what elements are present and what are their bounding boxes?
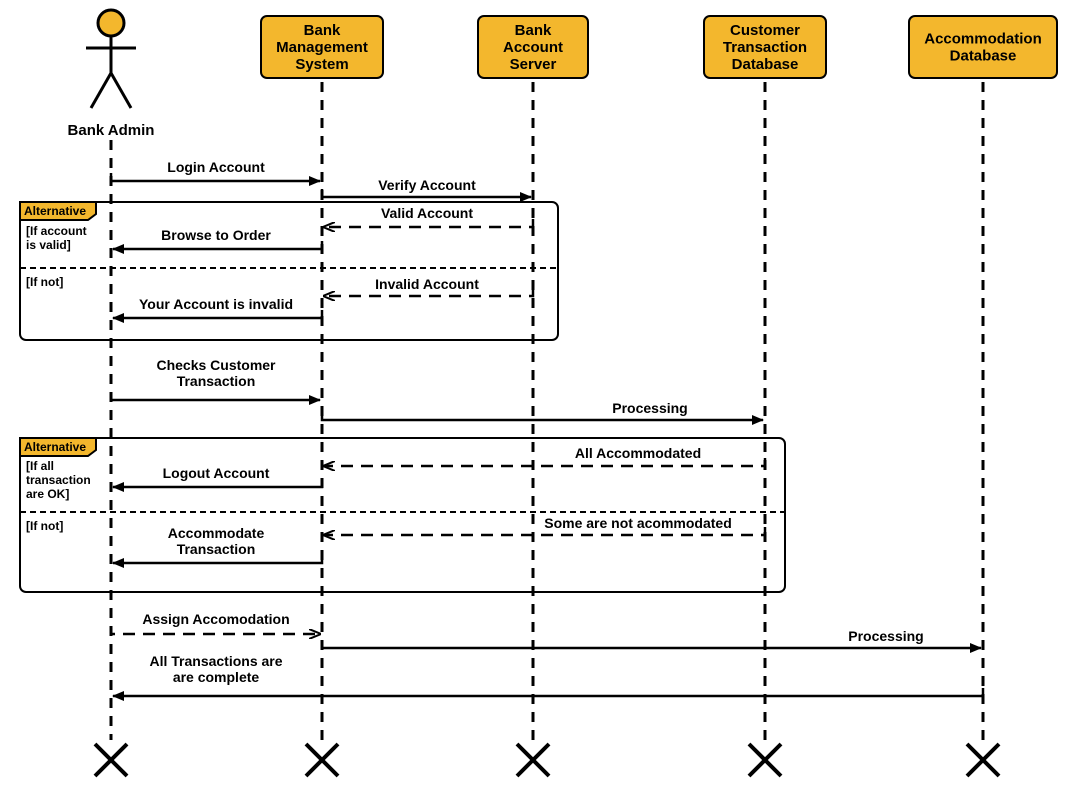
svg-text:Verify Account: Verify Account bbox=[378, 177, 476, 193]
svg-text:Bank: Bank bbox=[515, 22, 552, 39]
svg-text:Bank: Bank bbox=[304, 22, 341, 39]
destroy-mark bbox=[749, 744, 781, 776]
svg-text:Database: Database bbox=[950, 48, 1017, 65]
svg-text:Valid Account: Valid Account bbox=[381, 205, 473, 221]
message-9: Logout Account bbox=[113, 465, 322, 487]
message-0: Login Account bbox=[111, 159, 320, 181]
sequence-diagram: Bank AdminBankManagementSystemBankAccoun… bbox=[0, 0, 1074, 789]
svg-text:Transaction: Transaction bbox=[177, 373, 256, 389]
svg-text:are OK]: are OK] bbox=[26, 487, 69, 501]
message-13: Processing bbox=[322, 628, 981, 648]
svg-text:transaction: transaction bbox=[26, 473, 91, 487]
svg-text:All Accommodated: All Accommodated bbox=[575, 445, 701, 461]
destroy-mark bbox=[306, 744, 338, 776]
svg-text:Processing: Processing bbox=[848, 628, 923, 644]
svg-text:Browse to Order: Browse to Order bbox=[161, 227, 271, 243]
destroy-mark bbox=[967, 744, 999, 776]
message-3: Browse to Order bbox=[113, 227, 322, 249]
svg-text:Transaction: Transaction bbox=[177, 541, 256, 557]
svg-text:Accommodate: Accommodate bbox=[168, 525, 265, 541]
svg-text:is valid]: is valid] bbox=[26, 238, 71, 252]
participant-adb: AccommodationDatabase bbox=[909, 16, 1057, 78]
svg-text:Server: Server bbox=[510, 56, 557, 73]
svg-text:Customer: Customer bbox=[730, 22, 800, 39]
message-7: Processing bbox=[322, 400, 763, 420]
svg-text:Login Account: Login Account bbox=[167, 159, 265, 175]
destroy-mark bbox=[95, 744, 127, 776]
destroy-mark bbox=[517, 744, 549, 776]
message-10: Some are not acommodated bbox=[324, 515, 765, 535]
svg-text:[If account: [If account bbox=[26, 224, 87, 238]
svg-text:Some are not acommodated: Some are not acommodated bbox=[544, 515, 732, 531]
actor-bank-admin: Bank Admin bbox=[68, 10, 155, 139]
svg-text:[If not]: [If not] bbox=[26, 519, 63, 533]
message-12: Assign Accomodation bbox=[111, 611, 320, 634]
svg-text:Your Account is invalid: Your Account is invalid bbox=[139, 296, 293, 312]
message-14: All Transactions areare complete bbox=[113, 653, 983, 696]
svg-text:Transaction: Transaction bbox=[723, 39, 807, 56]
svg-text:All Transactions are: All Transactions are bbox=[149, 653, 282, 669]
svg-text:Database: Database bbox=[732, 56, 799, 73]
message-8: All Accommodated bbox=[324, 445, 765, 466]
svg-text:Alternative: Alternative bbox=[24, 440, 86, 454]
participant-bms: BankManagementSystem bbox=[261, 16, 383, 78]
message-2: Valid Account bbox=[324, 205, 533, 227]
svg-text:Bank Admin: Bank Admin bbox=[68, 122, 155, 139]
message-4: Invalid Account bbox=[324, 276, 533, 296]
svg-text:Logout Account: Logout Account bbox=[163, 465, 270, 481]
svg-text:Checks Customer: Checks Customer bbox=[156, 357, 276, 373]
alt-frame-0: Alternative [If accountis valid] [If not] bbox=[20, 202, 558, 340]
participant-ctd: CustomerTransactionDatabase bbox=[704, 16, 826, 78]
svg-text:Alternative: Alternative bbox=[24, 204, 86, 218]
svg-text:are complete: are complete bbox=[173, 669, 260, 685]
message-1: Verify Account bbox=[322, 177, 531, 197]
svg-text:System: System bbox=[295, 56, 348, 73]
svg-text:Account: Account bbox=[503, 39, 563, 56]
message-5: Your Account is invalid bbox=[113, 296, 322, 318]
svg-text:[If not]: [If not] bbox=[26, 275, 63, 289]
svg-text:[If all: [If all bbox=[26, 459, 54, 473]
svg-text:Invalid Account: Invalid Account bbox=[375, 276, 479, 292]
participant-bas: BankAccountServer bbox=[478, 16, 588, 78]
message-6: Checks CustomerTransaction bbox=[111, 357, 320, 400]
message-11: AccommodateTransaction bbox=[113, 525, 322, 563]
svg-text:Processing: Processing bbox=[612, 400, 687, 416]
svg-text:Accommodation: Accommodation bbox=[924, 31, 1042, 48]
svg-text:Management: Management bbox=[276, 39, 368, 56]
svg-text:Assign Accomodation: Assign Accomodation bbox=[142, 611, 289, 627]
